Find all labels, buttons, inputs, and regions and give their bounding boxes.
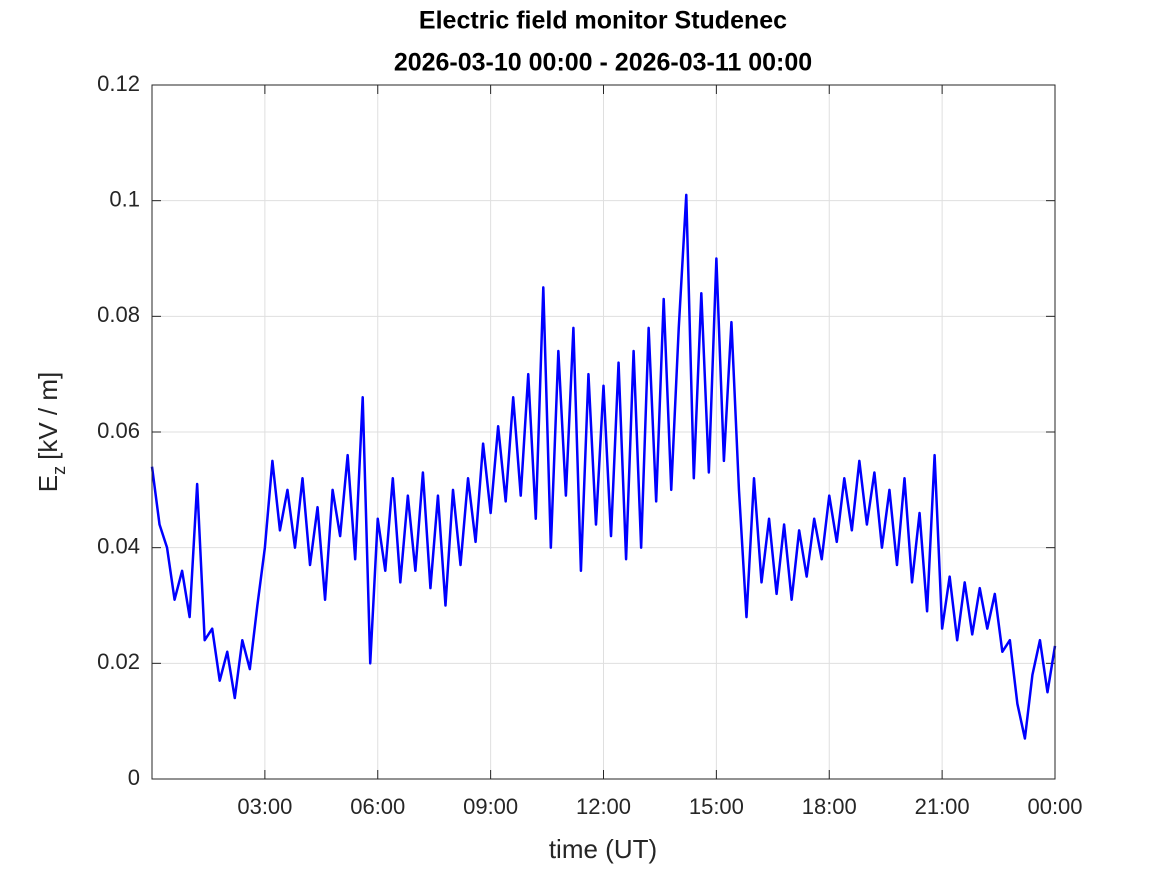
y-label-main: E: [33, 475, 63, 492]
y-tick-label: 0.08: [97, 302, 140, 327]
x-tick-label: 00:00: [1027, 794, 1082, 819]
y-tick-label: 0.04: [97, 533, 140, 558]
x-tick-label: 21:00: [915, 794, 970, 819]
y-tick-label: 0.02: [97, 649, 140, 674]
chart-subtitle: 2026-03-10 00:00 - 2026-03-11 00:00: [394, 49, 812, 77]
y-tick-label: 0.12: [97, 71, 140, 96]
x-tick-label: 09:00: [463, 794, 518, 819]
x-tick-label: 12:00: [576, 794, 631, 819]
y-tick-label: 0: [128, 765, 140, 790]
x-tick-label: 18:00: [802, 794, 857, 819]
y-tick-label: 0.1: [109, 186, 140, 211]
x-tick-label: 06:00: [350, 794, 405, 819]
chart-title: Electric field monitor Studenec: [419, 7, 787, 35]
plot-frame: [151, 84, 1056, 780]
y-label-unit: [kV / m]: [33, 372, 63, 460]
data-line: [150, 193, 1057, 740]
y-axis-label: Ez [kV / m]: [33, 372, 69, 492]
x-tick-label: 15:00: [689, 794, 744, 819]
y-tick-label: 0.06: [97, 418, 140, 443]
x-tick-label: 03:00: [237, 794, 292, 819]
x-axis-label: time (UT): [549, 834, 657, 864]
y-label-sub: z: [49, 466, 69, 475]
